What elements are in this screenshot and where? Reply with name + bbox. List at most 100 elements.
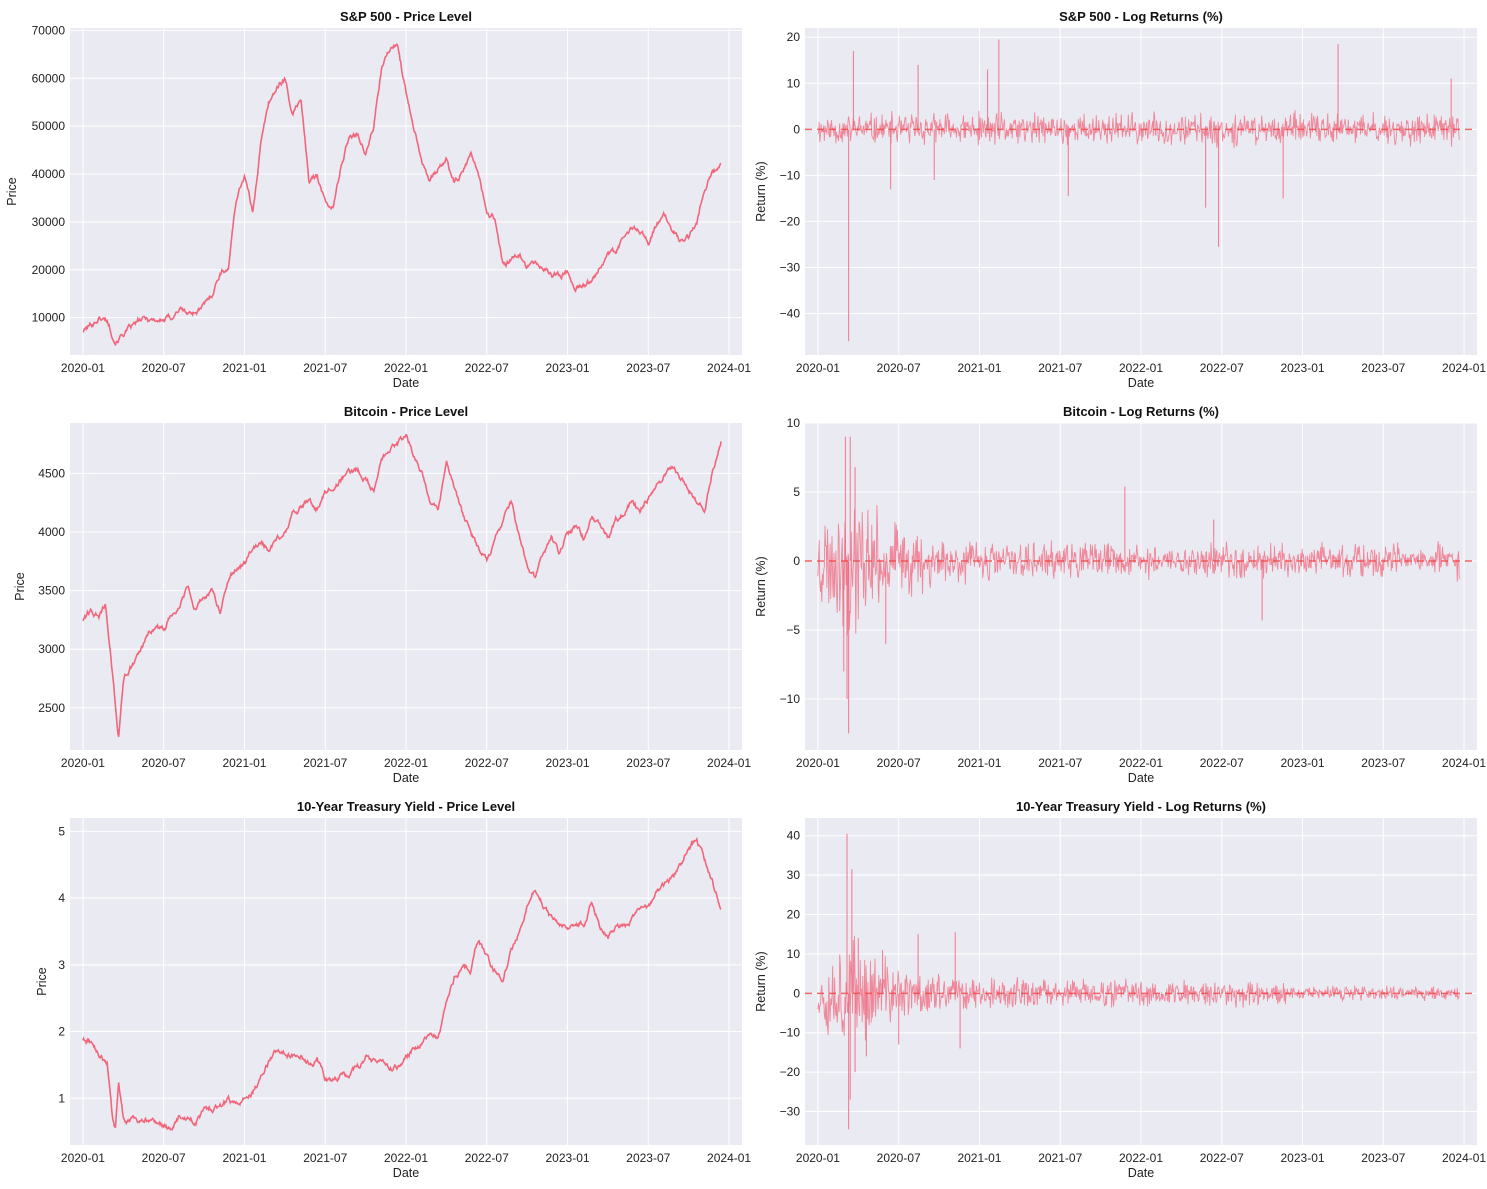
y-tick-label: −10 [780, 1026, 801, 1040]
chart-title: S&P 500 - Log Returns (%) [1059, 9, 1223, 24]
x-tick-label: 2021-07 [303, 361, 347, 375]
x-tick-label: 2022-07 [1200, 361, 1244, 375]
x-tick-label: 2024-01 [707, 361, 751, 375]
x-tick-label: 2022-07 [1200, 756, 1244, 770]
series-line [82, 836, 722, 1131]
x-tick-label: 2024-01 [707, 756, 751, 770]
returns-line [817, 505, 1460, 636]
x-tick-label: 2021-07 [303, 756, 347, 770]
y-tick-label: −10 [780, 692, 801, 706]
y-tick-label: 10000 [32, 311, 66, 325]
sp500-price-panel: 10000 20000 30000 40000 50000 60000 70000 2020-… [5, 9, 751, 390]
x-tick-label: 2024-01 [1442, 756, 1486, 770]
chart-title: S&P 500 - Price Level [340, 9, 472, 24]
x-tick-label: 2022-01 [384, 361, 428, 375]
x-tick-label: 2024-01 [707, 1151, 751, 1165]
y-tick-label: 2 [58, 1025, 65, 1039]
x-tick-label: 2020-01 [61, 1151, 105, 1165]
y-axis-label: Return (%) [754, 161, 768, 221]
y-tick-label: −20 [780, 1065, 801, 1079]
x-tick-label: 2023-01 [1281, 756, 1325, 770]
y-tick-label: 0 [793, 554, 800, 568]
x-tick-label: 2020-07 [142, 1151, 186, 1165]
x-tick-label: 2020-07 [877, 1151, 921, 1165]
y-axis-label: Price [5, 177, 19, 206]
returns-line [817, 935, 1460, 1041]
y-tick-label: −30 [780, 260, 801, 274]
x-tick-label: 2022-07 [465, 1151, 509, 1165]
bitcoin-price-panel: 2500 3000 3500 4000 4500 2020-01 2020-07 2021-0… [13, 404, 751, 785]
y-tick-label: 2500 [38, 701, 65, 715]
x-tick-label: 2022-07 [1200, 1151, 1244, 1165]
x-tick-label: 2020-07 [142, 756, 186, 770]
chart-title: Bitcoin - Price Level [344, 404, 468, 419]
x-tick-label: 2022-01 [384, 1151, 428, 1165]
y-axis-label: Price [13, 572, 27, 601]
x-tick-label: 2022-01 [1119, 361, 1163, 375]
x-tick-label: 2023-01 [1281, 361, 1325, 375]
y-tick-label: 4 [58, 891, 65, 905]
y-tick-label: 70000 [32, 23, 66, 37]
series-line [82, 43, 722, 346]
x-tick-label: 2023-07 [626, 1151, 670, 1165]
x-tick-label: 2023-07 [1361, 756, 1405, 770]
x-tick-label: 2021-01 [222, 361, 266, 375]
y-tick-label: −10 [780, 168, 801, 182]
y-tick-label: −30 [780, 1105, 801, 1119]
bitcoin-returns-panel: −10 −5 0 5 10 2020-01 2020-07 2021-01 2021-07 202… [754, 404, 1486, 785]
x-axis-label: Date [393, 1166, 419, 1180]
y-axis-label: Return (%) [754, 951, 768, 1011]
y-tick-label: 30000 [32, 215, 66, 229]
y-tick-label: 5 [58, 824, 65, 838]
x-tick-label: 2021-01 [957, 361, 1001, 375]
x-tick-label: 2020-07 [142, 361, 186, 375]
chart-title: 10-Year Treasury Yield - Log Returns (%) [1016, 799, 1266, 814]
x-tick-label: 2021-07 [303, 1151, 347, 1165]
x-tick-label: 2021-07 [1038, 1151, 1082, 1165]
chart-title: 10-Year Treasury Yield - Price Level [297, 799, 515, 814]
y-tick-label: 10 [787, 416, 801, 430]
returns-line [817, 110, 1460, 149]
x-tick-label: 2020-01 [61, 361, 105, 375]
x-tick-label: 2022-01 [1119, 756, 1163, 770]
x-axis-label: Date [1128, 771, 1154, 785]
y-tick-label: 50000 [32, 119, 66, 133]
y-tick-label: 3 [58, 958, 65, 972]
y-tick-label: 20 [787, 30, 801, 44]
x-tick-label: 2020-07 [877, 756, 921, 770]
x-tick-label: 2023-07 [1361, 361, 1405, 375]
y-tick-label: −40 [780, 307, 801, 321]
x-axis-label: Date [393, 376, 419, 390]
x-tick-label: 2020-01 [796, 756, 840, 770]
y-tick-label: 5 [793, 485, 800, 499]
x-axis-label: Date [1128, 376, 1154, 390]
x-tick-label: 2020-01 [61, 756, 105, 770]
x-tick-label: 2023-01 [546, 1151, 590, 1165]
x-tick-label: 2022-07 [465, 361, 509, 375]
x-tick-label: 2020-01 [796, 1151, 840, 1165]
x-tick-label: 2021-01 [957, 756, 1001, 770]
x-tick-label: 2022-07 [465, 756, 509, 770]
y-tick-label: 10 [787, 947, 801, 961]
x-axis-label: Date [393, 771, 419, 785]
x-tick-label: 2020-07 [877, 361, 921, 375]
y-axis-label: Price [35, 967, 49, 996]
x-tick-label: 2023-01 [1281, 1151, 1325, 1165]
sp500-returns-panel: −40 −30 −20 −10 0 10 20 2020-01 2020-07 2021-01 20… [754, 9, 1486, 390]
x-tick-label: 2021-07 [1038, 361, 1082, 375]
x-tick-label: 2020-01 [796, 361, 840, 375]
y-tick-label: 0 [793, 122, 800, 136]
x-tick-label: 2022-01 [1119, 1151, 1163, 1165]
x-tick-label: 2023-07 [1361, 1151, 1405, 1165]
y-tick-label: 20000 [32, 263, 66, 277]
treasury-returns-panel: −30 −20 −10 0 10 20 30 40 2020-01 2020-07 2021-01 2… [754, 799, 1486, 1180]
y-tick-label: −5 [786, 623, 800, 637]
y-tick-label: 1 [58, 1091, 65, 1105]
y-tick-label: 30 [787, 868, 801, 882]
y-tick-label: −20 [780, 214, 801, 228]
x-tick-label: 2023-07 [626, 361, 670, 375]
series-line [82, 433, 722, 737]
x-tick-label: 2023-07 [626, 756, 670, 770]
x-tick-label: 2023-01 [546, 361, 590, 375]
